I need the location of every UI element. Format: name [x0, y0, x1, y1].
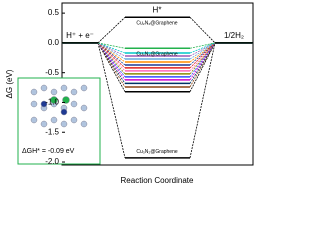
x-axis-label: Reaction Coordinate [121, 176, 194, 185]
connector [189, 17, 216, 44]
connector [97, 42, 126, 54]
connector [189, 42, 216, 57]
annotation: ΔGH* = -0.09 eV [22, 148, 75, 155]
connector [97, 42, 126, 92]
state-label: H* [153, 5, 162, 14]
connector [189, 42, 216, 158]
connector [97, 42, 126, 88]
connector [97, 42, 126, 84]
connector [189, 42, 216, 72]
connector [97, 42, 126, 63]
y-tick-label: -1.0 [45, 98, 59, 107]
y-tick-label: -1.5 [45, 127, 59, 136]
y-tick-label: -2.0 [45, 157, 59, 166]
connector [97, 42, 126, 158]
series-label: Cu₃N₂@Graphene [136, 149, 178, 155]
connector [97, 42, 126, 69]
connector [189, 42, 216, 78]
state-label: H⁺ + e⁻ [66, 31, 94, 40]
series-label: Cu₃N₂@Graphene [136, 52, 178, 58]
connector [97, 17, 126, 44]
molecule [30, 84, 88, 128]
y-tick-label: 0.5 [48, 8, 60, 17]
connector [189, 42, 216, 60]
state-label: 1/2H₂ [224, 31, 244, 40]
connector [97, 42, 126, 57]
chart: ΔG (eV) Reaction Coordinate ΔGH* = -0.09… [5, 2, 254, 185]
y-axis-label: ΔG (eV) [5, 69, 14, 98]
series-label: Cu₂N₂@Graphene [136, 21, 177, 27]
connector [97, 42, 126, 49]
connector [189, 42, 216, 92]
connector [189, 42, 216, 49]
y-tick-label: 0.0 [48, 38, 60, 47]
connector [97, 42, 126, 60]
inset: ΔGH* = -0.09 eV [17, 77, 101, 165]
connector [189, 42, 216, 54]
y-tick-label: -0.5 [45, 68, 59, 77]
connector [189, 42, 216, 63]
connector [189, 42, 216, 81]
